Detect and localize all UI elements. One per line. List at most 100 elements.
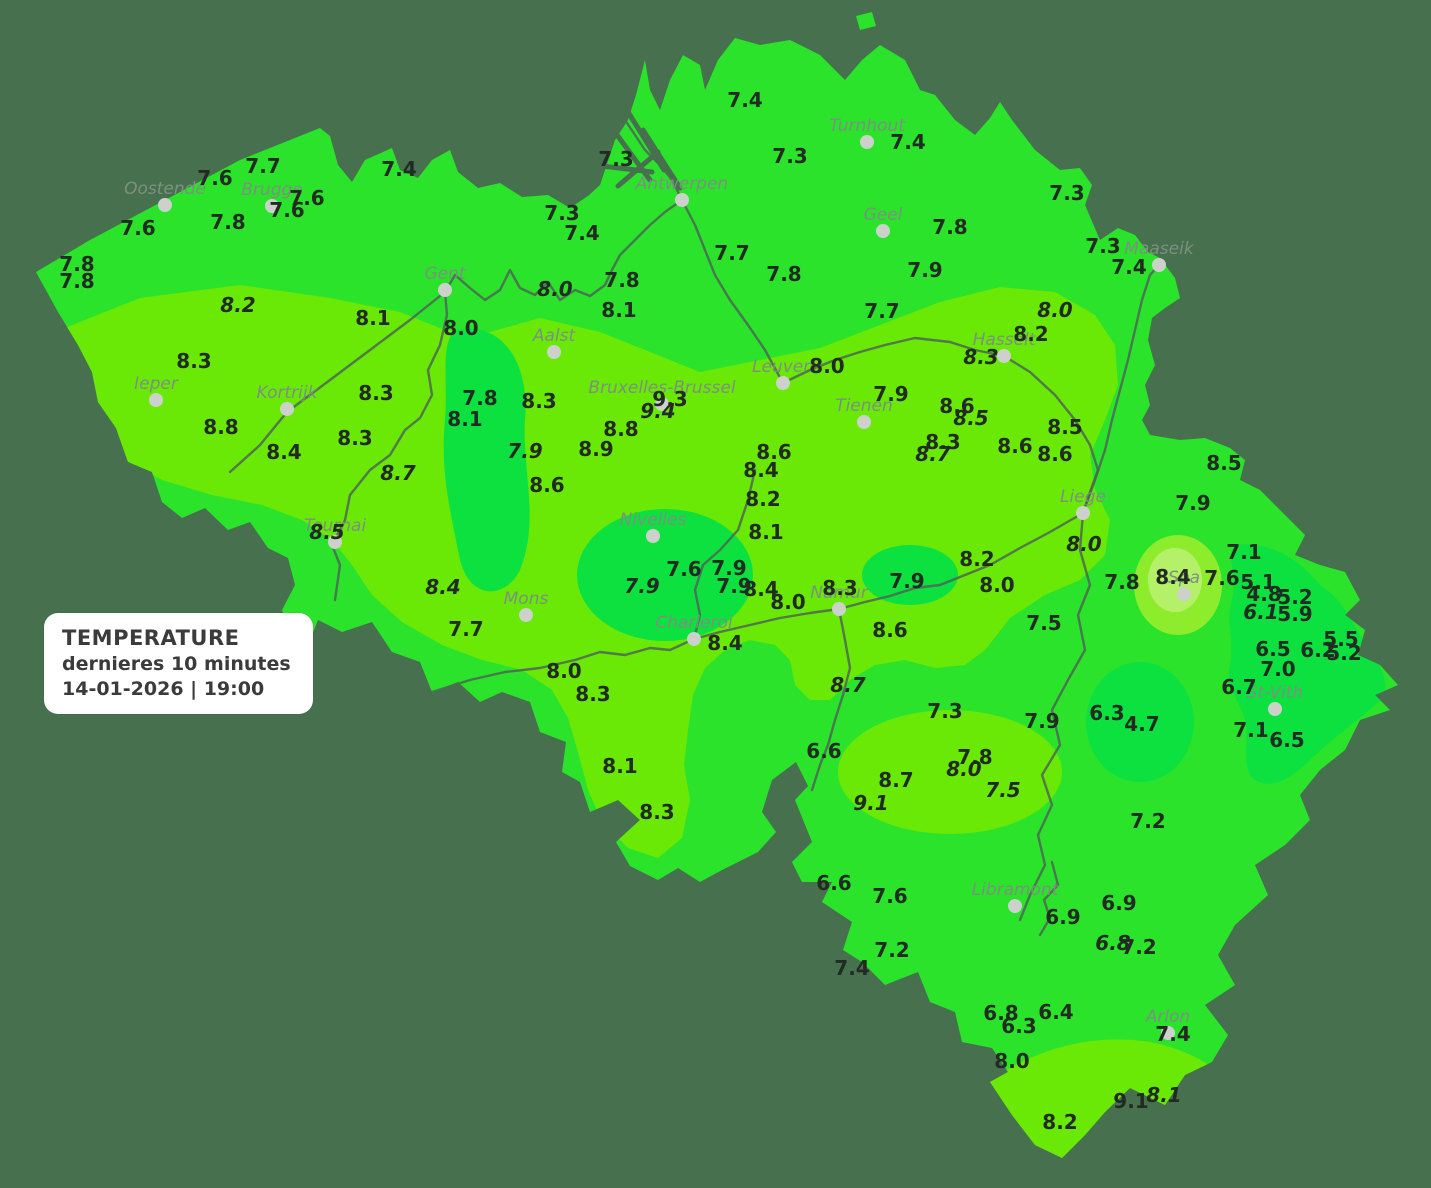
station-value: 8.0: [1066, 532, 1102, 556]
station-value: 7.9: [1024, 709, 1059, 733]
station-value: 7.9: [624, 574, 660, 598]
station-value: 7.9: [711, 556, 746, 580]
city-dot: [860, 135, 874, 149]
city-dot: [547, 345, 561, 359]
station-value: 8.4: [707, 631, 742, 655]
city-dot: [149, 393, 163, 407]
cool-zone-namur-north: [862, 545, 958, 605]
city-label: Aalst: [532, 326, 577, 346]
station-value: 8.3: [358, 381, 393, 405]
city-label: Namur: [810, 583, 868, 603]
city-dot: [1008, 899, 1022, 913]
station-value: 6.3: [1089, 701, 1124, 725]
station-value: 8.4: [1155, 565, 1190, 589]
station-value: 7.7: [448, 617, 483, 641]
station-value: 8.8: [203, 415, 238, 439]
border-exclave: [856, 12, 876, 30]
river-scheldt-lower: [443, 118, 684, 302]
city-dot: [832, 602, 846, 616]
station-value: 5.2: [1277, 585, 1312, 609]
city-label: Bruxelles-Brussel: [588, 378, 735, 398]
city-dot: [857, 415, 871, 429]
station-value: 8.4: [266, 440, 301, 464]
city-label: Hasselt: [973, 330, 1037, 350]
station-value: 7.8: [462, 386, 497, 410]
city-dot: [328, 535, 342, 549]
station-value: 8.0: [946, 757, 982, 781]
station-value: 8.3: [822, 576, 857, 600]
city-label: Ieper: [134, 374, 179, 394]
station-value: 7.4: [834, 956, 869, 980]
station-value: 5.1: [1240, 570, 1275, 594]
city-label: Tournai: [304, 516, 367, 536]
station-value: 7.6: [1204, 566, 1239, 590]
station-value: 8.6: [1037, 442, 1072, 466]
station-value: 7.2: [1130, 809, 1165, 833]
info-box: TEMPERATURE dernieres 10 minutes 14-01-2…: [44, 613, 313, 714]
info-box-subtitle: dernieres 10 minutes: [62, 653, 291, 675]
station-value: 8.2: [959, 547, 994, 571]
station-value: 8.1: [355, 306, 390, 330]
station-value: 8.1: [748, 520, 783, 544]
station-value: 8.6: [529, 473, 564, 497]
station-value: 8.0: [994, 1049, 1029, 1073]
station-value: 8.5: [953, 406, 988, 430]
river-ourthe: [1018, 511, 1092, 922]
cool-zone-nivelles: [577, 509, 753, 641]
station-value: 8.0: [537, 277, 573, 301]
station-value: 7.2: [1121, 935, 1156, 959]
station-value: 7.6: [666, 557, 701, 581]
cool-zone-hautes-fagnes: [1086, 662, 1194, 782]
city-dot: [1161, 1026, 1175, 1040]
station-values: 7.6 7.7 7.47.67.67.6 7.87.87.88.28.18.38.88…: [59, 88, 1361, 1134]
antwerp-docks-hatching: [599, 109, 683, 191]
station-value: 7.9: [907, 258, 942, 282]
city-dot: [876, 224, 890, 238]
city-label: Libramont: [972, 880, 1060, 900]
city-label: Tienen: [835, 396, 893, 416]
station-value: 7.3: [1049, 181, 1084, 205]
station-value: 7.4: [1111, 255, 1146, 279]
canal-brussels-charleroi: [692, 468, 757, 641]
city-dot: [646, 529, 660, 543]
station-value: 7.8: [766, 262, 801, 286]
station-value: 6.5: [1255, 637, 1290, 661]
station-value: 8.5: [1047, 415, 1082, 439]
station-value: 8.1: [602, 754, 637, 778]
station-value: 4.7: [1124, 712, 1159, 736]
city-dot: [519, 608, 533, 622]
city-dot: [280, 402, 294, 416]
station-value: 5.9: [1277, 602, 1312, 626]
station-value: 7.4: [727, 88, 762, 112]
station-value: 5.5: [1323, 627, 1358, 651]
city-dot: [776, 376, 790, 390]
city-label: Turnhout: [829, 116, 906, 136]
river-leie: [228, 290, 447, 474]
station-value: 4.8: [1246, 582, 1281, 606]
station-value: 7.7: [714, 241, 749, 265]
station-value: 7.7: [245, 154, 280, 178]
station-value: 7.6: [872, 884, 907, 908]
river-meuse-north: [1081, 263, 1161, 515]
station-value: 8.3: [963, 345, 998, 369]
river-meuse-east: [837, 511, 1085, 611]
station-value: 8.6: [997, 434, 1032, 458]
station-value: 6.3: [1001, 1014, 1036, 1038]
station-value: 8.2: [220, 293, 255, 317]
station-value: 8.5: [1206, 451, 1241, 475]
station-value: 7.9: [1175, 491, 1210, 515]
city-label: Nivelles: [620, 510, 687, 530]
city-dot: [687, 632, 701, 646]
temperature-zones: [56, 285, 1386, 1158]
station-value: 7.3: [772, 144, 807, 168]
station-value: 6.6: [816, 871, 851, 895]
station-value: 6.9: [1101, 891, 1136, 915]
country-fill: [36, 12, 1398, 1158]
station-value: 8.2: [1013, 322, 1048, 346]
city-dot: [1076, 506, 1090, 520]
station-value: 8.7: [915, 442, 951, 466]
station-value: 7.8: [957, 745, 992, 769]
city-label: Gent: [424, 264, 466, 284]
city-dot: [1268, 702, 1282, 716]
city-dot: [158, 198, 172, 212]
